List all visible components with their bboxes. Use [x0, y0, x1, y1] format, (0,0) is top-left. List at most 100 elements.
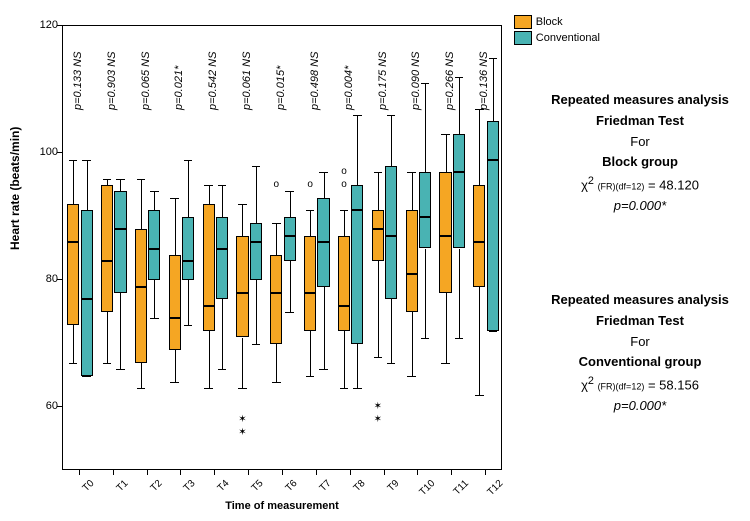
whisker-line — [107, 312, 108, 363]
box — [114, 191, 126, 293]
whisker-cap — [103, 179, 112, 180]
outlier-star-icon: ✶ — [374, 415, 382, 425]
whisker-cap — [150, 191, 159, 192]
median-line — [203, 305, 215, 307]
whisker-cap — [441, 134, 450, 135]
whisker-cap — [82, 160, 91, 161]
median-line — [81, 298, 93, 300]
box — [101, 185, 113, 312]
median-line — [135, 286, 147, 288]
whisker-line — [222, 299, 223, 369]
whisker-line — [479, 109, 480, 185]
plot-area: p=0.133 NSp=0.903 NSp=0.065 NSp=0.021*p=… — [62, 25, 502, 470]
median-line — [169, 317, 181, 319]
whisker-cap — [441, 363, 450, 364]
whisker-cap — [204, 388, 213, 389]
x-tick-mark — [214, 470, 215, 475]
whisker-line — [242, 338, 243, 389]
p-value-label: p=0.175 NS — [377, 52, 389, 110]
whisker-line — [479, 287, 480, 395]
x-tick-label: T7 — [317, 478, 333, 494]
y-tick-mark — [57, 152, 62, 153]
whisker-line — [188, 160, 189, 217]
outlier-circle-icon: o — [341, 167, 347, 177]
median-line — [236, 292, 248, 294]
whisker-line — [412, 312, 413, 376]
chi-icon: χ — [581, 378, 588, 393]
whisker-cap — [170, 382, 179, 383]
whisker-cap — [116, 179, 125, 180]
median-line — [216, 248, 228, 250]
whisker-line — [425, 83, 426, 172]
median-line — [338, 305, 350, 307]
box — [406, 210, 418, 312]
legend-swatch-conventional — [514, 31, 532, 45]
figure-root: Block Conventional Heart rate (beats/min… — [0, 0, 750, 521]
p-value-label: p=0.015* — [275, 66, 287, 110]
whisker-cap — [218, 185, 227, 186]
outlier-circle-icon: o — [307, 180, 313, 190]
whisker-cap — [374, 357, 383, 358]
box — [473, 185, 485, 287]
whisker-line — [120, 179, 121, 192]
whisker-cap — [116, 369, 125, 370]
x-tick-label: T2 — [148, 478, 164, 494]
whisker-line — [459, 249, 460, 338]
whisker-line — [175, 198, 176, 255]
x-tick-mark — [451, 470, 452, 475]
whisker-line — [324, 287, 325, 370]
median-line — [317, 241, 329, 243]
legend-label-block: Block — [536, 16, 563, 28]
stats-c-group: Conventional group — [540, 352, 740, 373]
whisker-line — [391, 299, 392, 363]
box — [372, 210, 384, 261]
p-value-label: p=0.133 NS — [72, 52, 84, 110]
x-tick-mark — [417, 470, 418, 475]
whisker-cap — [69, 160, 78, 161]
chi-eq: = 48.120 — [648, 178, 699, 193]
median-line — [304, 292, 316, 294]
y-tick-label: 60 — [32, 400, 58, 412]
whisker-cap — [319, 172, 328, 173]
p-value-label: p=0.136 NS — [478, 52, 490, 110]
box — [385, 166, 397, 300]
whisker-line — [391, 115, 392, 166]
whisker-cap — [285, 312, 294, 313]
whisker-cap — [306, 210, 315, 211]
x-tick-mark — [147, 470, 148, 475]
x-tick-mark — [113, 470, 114, 475]
box — [439, 172, 451, 293]
median-line — [473, 241, 485, 243]
stats-block-group: Repeated measures analysis Friedman Test… — [540, 90, 740, 217]
chi-sub: (FR)(df=12) — [598, 382, 645, 392]
y-tick-label: 120 — [32, 19, 58, 31]
x-tick-label: T9 — [385, 478, 401, 494]
whisker-line — [154, 191, 155, 210]
y-axis-label: Heart rate (beats/min) — [8, 127, 22, 250]
stats-group: Block group — [540, 152, 740, 173]
x-tick-mark — [180, 470, 181, 475]
whisker-cap — [455, 338, 464, 339]
median-line — [487, 159, 499, 161]
whisker-line — [154, 280, 155, 318]
whisker-cap — [489, 58, 498, 59]
stats-c-title2: Friedman Test — [540, 311, 740, 332]
box — [338, 236, 350, 331]
legend-swatch-block — [514, 15, 532, 29]
whisker-cap — [238, 388, 247, 389]
x-tick-label: T5 — [250, 478, 266, 494]
median-line — [250, 241, 262, 243]
median-line — [439, 235, 451, 237]
whisker-line — [209, 185, 210, 204]
legend-label-conventional: Conventional — [536, 32, 600, 44]
whisker-cap — [184, 325, 193, 326]
y-tick-mark — [57, 279, 62, 280]
x-tick-label: T3 — [182, 478, 198, 494]
box — [236, 236, 248, 338]
x-tick-mark — [316, 470, 317, 475]
whisker-line — [242, 204, 243, 236]
x-tick-mark — [282, 470, 283, 475]
whisker-cap — [82, 376, 91, 377]
legend-item-block: Block — [514, 15, 600, 29]
x-tick-mark — [384, 470, 385, 475]
